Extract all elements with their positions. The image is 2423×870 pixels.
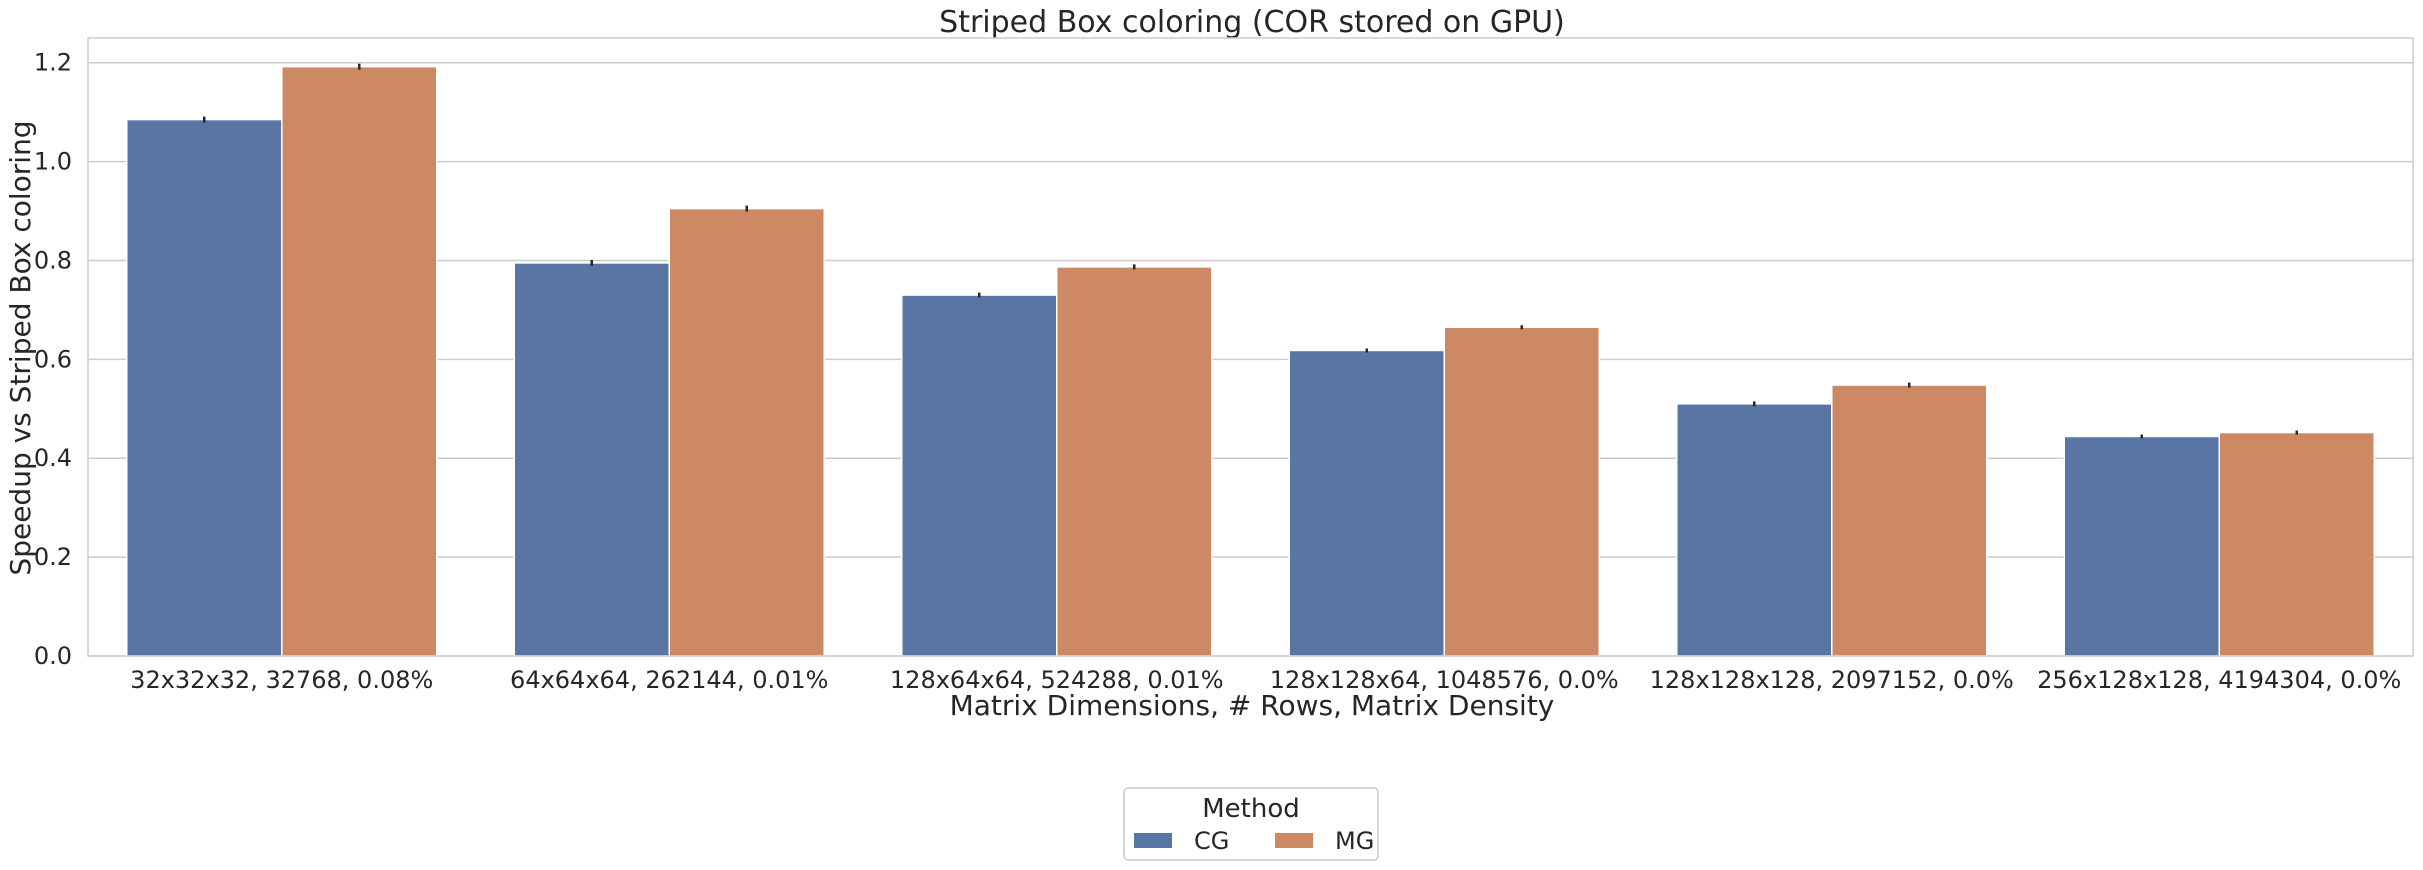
legend-label-cg: CG: [1194, 827, 1229, 855]
y-tick-label: 0.8: [34, 246, 72, 274]
y-tick-label: 1.2: [34, 49, 72, 77]
x-tick-label: 128x128x64, 1048576, 0.0%: [1270, 666, 1619, 694]
x-tick-label: 128x128x128, 2097152, 0.0%: [1650, 666, 2014, 694]
y-tick-label: 0.4: [34, 444, 72, 472]
y-tick-label: 0.2: [34, 543, 72, 571]
x-tick-label: 32x32x32, 32768, 0.08%: [130, 666, 433, 694]
y-axis-label: Speedup vs Striped Box coloring: [4, 120, 37, 575]
bar-mg: [1056, 266, 1213, 657]
bar-mg: [1443, 326, 1600, 657]
legend-frame: [1123, 787, 1379, 861]
bar-mg: [2218, 431, 2375, 657]
x-tick-label: 64x64x64, 262144, 0.01%: [510, 666, 828, 694]
bar-cg: [513, 262, 670, 657]
bar-cg: [2063, 435, 2220, 657]
bar-cg: [1288, 349, 1445, 657]
bars: [126, 65, 2375, 657]
legend-title: Method: [1202, 794, 1300, 824]
x-tick-label: 128x64x64, 524288, 0.01%: [890, 666, 1224, 694]
gridlines: [88, 61, 2413, 657]
bar-cg: [126, 118, 283, 657]
legend-label-mg: MG: [1335, 827, 1374, 855]
bar-cg: [1676, 403, 1833, 657]
legend-swatch-mg: [1275, 833, 1313, 848]
y-tick-label: 0.6: [34, 345, 72, 373]
bar-cg: [901, 294, 1058, 657]
error-bars: [203, 63, 2298, 439]
legend-swatch-cg: [1134, 833, 1172, 848]
chart-title: Striped Box coloring (COR stored on GPU): [939, 5, 1565, 40]
plot-frame: [87, 37, 2414, 657]
bar-mg: [281, 65, 438, 657]
legend: Method CG MG: [1123, 787, 1379, 861]
y-tick-labels: 0.0 0.2 0.4 0.6 0.8 1.0 1.2: [34, 49, 72, 670]
bar-mg: [1831, 384, 1988, 657]
bar-mg: [668, 207, 825, 657]
x-tick-label: 256x128x128, 4194304, 0.0%: [2037, 666, 2401, 694]
y-tick-label: 0.0: [34, 642, 72, 670]
x-axis-label: Matrix Dimensions, # Rows, Matrix Densit…: [950, 689, 1555, 722]
y-tick-label: 1.0: [34, 148, 72, 176]
x-tick-labels: 32x32x32, 32768, 0.08% 64x64x64, 262144, …: [130, 666, 2401, 694]
